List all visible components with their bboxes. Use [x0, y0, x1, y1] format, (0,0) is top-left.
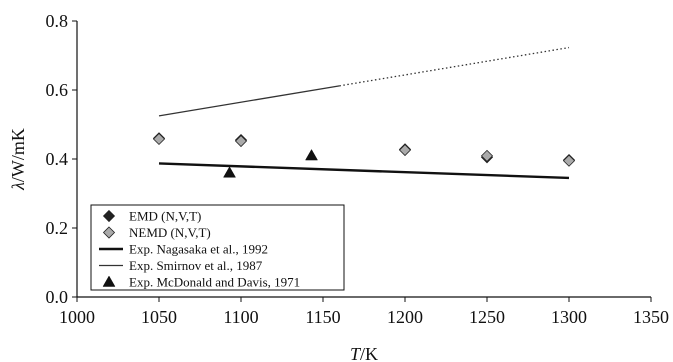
legend-label: EMD (N,V,T): [129, 209, 201, 224]
series-4: [223, 149, 318, 178]
data-point: [562, 154, 576, 167]
y-axis-label: λ/W/mK: [8, 128, 28, 191]
legend-item: EMD (N,V,T): [102, 209, 201, 224]
x-axis-label: T/K: [350, 344, 378, 362]
x-tick-label: 1200: [387, 307, 423, 327]
legend-marker: [102, 275, 116, 287]
x-axis-label-unit: /K: [360, 344, 378, 362]
series-line: [158, 85, 340, 117]
x-tick-label: 1050: [141, 307, 177, 327]
data-point: [223, 166, 236, 178]
legend-marker: [102, 209, 116, 223]
y-tick-label: 0.4: [46, 149, 69, 169]
legend-item: NEMD (N,V,T): [102, 225, 211, 240]
legend-label: Exp. McDonald and Davis, 1971: [129, 275, 300, 290]
series-line: [158, 162, 570, 180]
legend-box: [90, 204, 345, 291]
plot-area: 1000 1050 1100 1150 1200 1250 1300 1350 0.00.20…: [46, 11, 670, 327]
legend-item: Exp. Nagasaka et al., 1992: [99, 242, 268, 257]
y-ticks: 0.0 0.2 0.4 0.6 0.8: [46, 11, 77, 307]
series-1: [152, 132, 576, 167]
legend-items: EMD (N,V,T)NEMD (N,V,T) Exp. Nagasaka et …: [99, 209, 300, 290]
y-tick-label: 0.0: [46, 287, 69, 307]
series-3: [158, 46, 570, 117]
x-tick-label: 1250: [469, 307, 505, 327]
y-axis-label-symbol: λ: [8, 182, 28, 191]
y-tick-label: 0.8: [46, 11, 69, 31]
y-tick-label: 0.2: [46, 218, 69, 238]
x-tick-label: 1350: [633, 307, 669, 327]
data-point: [305, 149, 318, 161]
x-tick-label: 1100: [223, 307, 258, 327]
legend-marker: [102, 226, 116, 239]
legend-label: NEMD (N,V,T): [129, 225, 211, 240]
legend-item: Exp. McDonald and Davis, 1971: [102, 275, 300, 290]
x-ticks: 1000 1050 1100 1150 1200 1250 1300 1350: [59, 297, 669, 327]
legend-label: Exp. Nagasaka et al., 1992: [129, 242, 268, 257]
x-tick-label: 1150: [305, 307, 340, 327]
series-layer: [152, 46, 576, 180]
legend-label: Exp. Smirnov et al., 1987: [129, 258, 263, 273]
x-tick-label: 1300: [551, 307, 587, 327]
x-tick-label: 1000: [59, 307, 95, 327]
legend: EMD (N,V,T)NEMD (N,V,T) Exp. Nagasaka et …: [90, 204, 345, 291]
data-point: [152, 132, 166, 146]
series-extrapolation-line: [339, 46, 570, 87]
y-tick-label: 0.6: [46, 80, 69, 100]
x-axis-label-symbol: T: [350, 344, 362, 362]
data-point: [480, 149, 494, 162]
data-point: [398, 143, 412, 157]
data-point: [234, 134, 248, 148]
series-0: [152, 132, 576, 167]
y-axis-label-unit: /W/mK: [8, 128, 28, 182]
legend-item: Exp. Smirnov et al., 1987: [99, 258, 263, 273]
series-2: [158, 162, 570, 180]
